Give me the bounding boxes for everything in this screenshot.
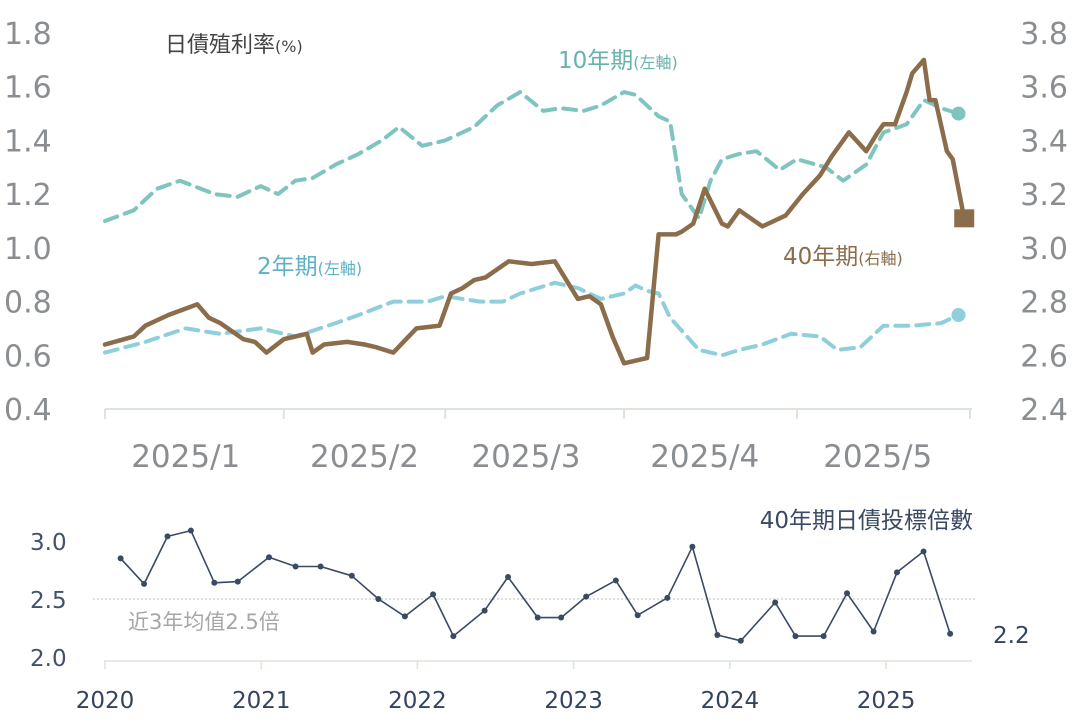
- average-label: 近3年均值2.5倍: [128, 610, 280, 634]
- bid-ratio-point: [401, 613, 408, 620]
- bottom-y-tick-label: 2.0: [30, 646, 67, 672]
- bid-ratio-point: [505, 573, 512, 580]
- right-tick-label: 3.6: [1020, 71, 1068, 106]
- bottom-x-tick-label: 2023: [544, 688, 603, 714]
- bid-ratio-point: [534, 614, 541, 621]
- bid-ratio-point: [792, 633, 799, 640]
- top-left-axis: 1.8 1.6 1.4 1.2 1.0 0.8 0.6 0.4: [4, 17, 52, 428]
- bid-ratio-point: [772, 599, 779, 606]
- left-tick-label: 1.0: [4, 232, 52, 267]
- left-tick-label: 1.8: [4, 17, 52, 52]
- bottom-y-tick-label: 2.5: [30, 588, 67, 614]
- bottom-x-tick-label: 2020: [76, 688, 135, 714]
- bottom-x-tick-label: 2024: [701, 688, 760, 714]
- label-10y-main: 10年期: [558, 48, 633, 74]
- series-40y-end-marker: [954, 209, 975, 228]
- top-chart-title-main: 日債殖利率: [165, 33, 275, 58]
- left-tick-label: 0.6: [4, 339, 52, 374]
- left-tick-label: 1.4: [4, 124, 52, 159]
- right-tick-label: 3.2: [1020, 178, 1068, 213]
- top-x-axis-labels: 2025/1 2025/2 2025/3 2025/4 2025/5: [131, 439, 932, 475]
- right-tick-label: 2.4: [1020, 393, 1068, 428]
- bid-ratio-point: [634, 612, 641, 619]
- label-10y: 10年期(左軸): [558, 48, 678, 74]
- right-tick-label: 3.4: [1020, 124, 1068, 159]
- bid-ratio-point: [947, 630, 954, 637]
- bottom-x-tick-label: 2022: [388, 688, 447, 714]
- bid-ratio-point: [375, 596, 382, 602]
- bottom-chart: 40年期日債投標倍數 近3年均值2.5倍 3.02.52.0 2020 2021 2…: [30, 508, 1030, 714]
- bid-ratio-point: [117, 555, 124, 562]
- bid-ratio-point: [348, 572, 355, 579]
- bid-ratio-point: [894, 569, 901, 576]
- bid-ratio-point: [317, 563, 324, 570]
- top-x-tick-label: 2025/1: [131, 439, 240, 475]
- bid-ratio-point: [481, 607, 488, 614]
- bottom-x-tick-label: 2021: [232, 688, 291, 714]
- top-chart-title-unit: (%): [275, 37, 303, 56]
- label-2y: 2年期(左軸): [257, 254, 362, 280]
- bottom-y-axis: 3.0 2.5 2.0: [30, 530, 67, 672]
- bid-ratio-point: [164, 533, 171, 540]
- bid-ratio-point: [689, 543, 696, 550]
- bid-ratio-point: [664, 594, 671, 601]
- left-tick-label: 1.6: [4, 71, 52, 106]
- top-x-tick-label: 2025/4: [650, 439, 759, 475]
- bid-ratio-point: [558, 614, 565, 621]
- right-tick-label: 2.8: [1020, 286, 1068, 321]
- series-40y-line: [102, 57, 967, 366]
- left-tick-label: 1.2: [4, 178, 52, 213]
- bottom-x-tick-label: 2025: [857, 688, 916, 714]
- top-x-tick-label: 2025/5: [823, 439, 932, 475]
- right-tick-label: 3.8: [1020, 17, 1068, 52]
- label-2y-axis: (左軸): [318, 259, 363, 278]
- bid-ratio-point: [292, 563, 299, 570]
- label-40y: 40年期(右軸): [783, 244, 903, 270]
- left-tick-label: 0.8: [4, 286, 52, 321]
- top-series-group: [102, 57, 975, 366]
- top-chart: 1.8 1.6 1.4 1.2 1.0 0.8 0.6 0.4 3.8 3.6 3.4 3.2 3.0…: [4, 17, 1068, 475]
- last-value-label: 2.2: [993, 623, 1030, 649]
- left-tick-label: 0.4: [4, 393, 52, 428]
- top-x-tick-marks: [104, 409, 971, 419]
- bid-ratio-point: [187, 527, 194, 534]
- bid-ratio-point: [870, 628, 877, 635]
- top-chart-title: 日債殖利率(%): [165, 33, 303, 58]
- top-x-tick-label: 2025/3: [471, 439, 580, 475]
- bid-ratio-point: [844, 590, 851, 597]
- series-10y-end-marker: [951, 106, 966, 121]
- bottom-chart-title: 40年期日債投標倍數: [760, 508, 973, 534]
- bid-ratio-point: [266, 554, 273, 561]
- series-2y-line: [103, 280, 961, 358]
- bid-ratio-point: [612, 577, 619, 584]
- right-tick-label: 2.6: [1020, 339, 1068, 374]
- top-x-tick-label: 2025/2: [310, 439, 419, 475]
- label-40y-axis: (右軸): [858, 249, 903, 268]
- bid-ratio-point: [920, 548, 927, 555]
- bid-ratio-point: [430, 591, 437, 598]
- bottom-series-group: [117, 527, 954, 644]
- bid-ratio-point: [141, 580, 148, 587]
- bid-ratio-point: [714, 631, 721, 638]
- top-right-axis: 3.8 3.6 3.4 3.2 3.0 2.8 2.6 2.4: [1020, 17, 1068, 428]
- label-40y-main: 40年期: [783, 244, 858, 270]
- label-2y-main: 2年期: [257, 254, 318, 280]
- label-10y-axis: (左軸): [633, 53, 678, 72]
- bid-ratio-point: [234, 578, 241, 585]
- series-2y-end-marker: [951, 308, 966, 322]
- bid-ratio-point: [450, 633, 457, 640]
- bid-ratio-point: [737, 637, 744, 644]
- bottom-y-tick-label: 3.0: [30, 530, 67, 556]
- bottom-x-tick-marks: [104, 661, 887, 669]
- bid-ratio-point: [820, 633, 827, 640]
- bid-ratio-point: [211, 579, 218, 586]
- right-tick-label: 3.0: [1020, 232, 1068, 267]
- bid-ratio-point: [583, 593, 590, 600]
- bottom-x-axis-labels: 2020 2021 2022 2023 2024 2025: [76, 688, 916, 714]
